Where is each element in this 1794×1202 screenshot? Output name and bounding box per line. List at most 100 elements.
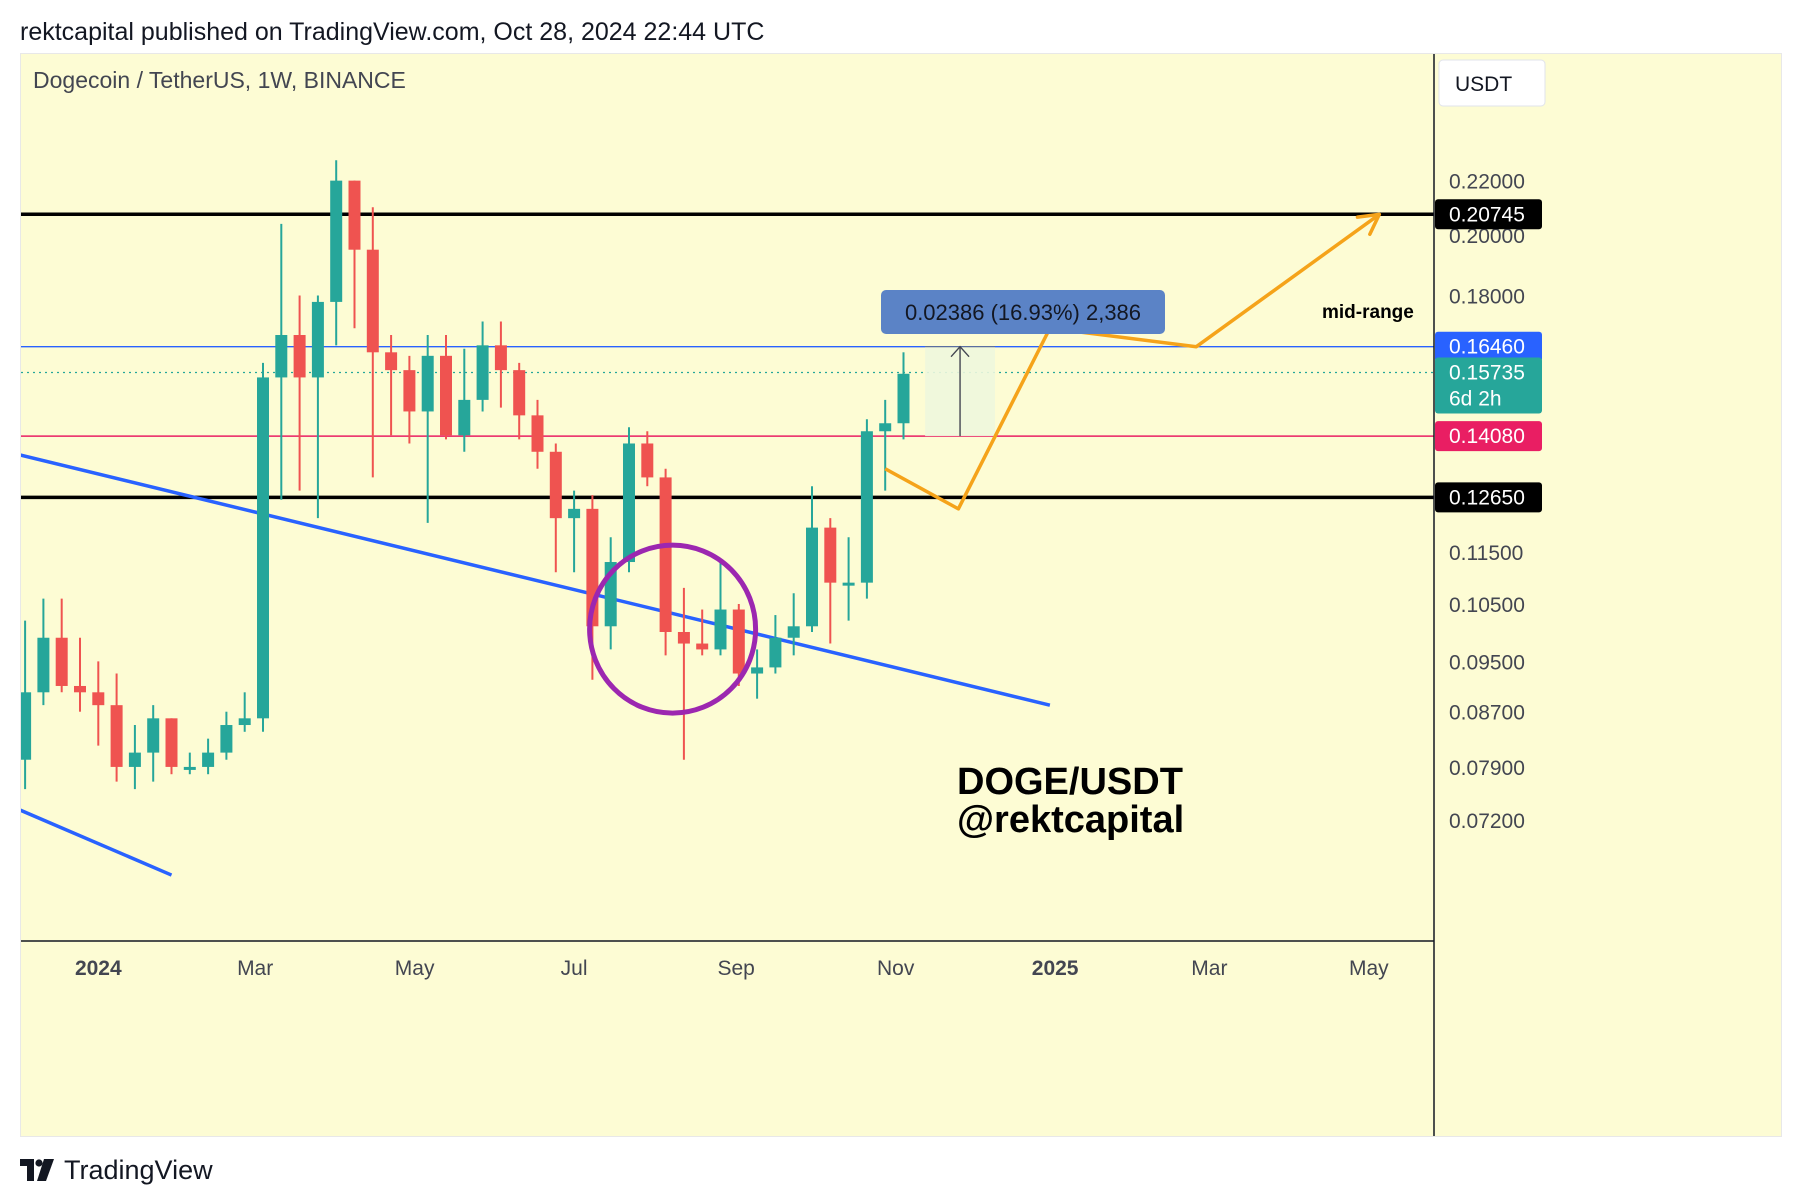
candle-body-up[interactable] bbox=[806, 527, 818, 627]
currency-button-label[interactable]: USDT bbox=[1455, 73, 1512, 96]
candle-body-up[interactable] bbox=[623, 443, 635, 563]
candle-body-down[interactable] bbox=[74, 685, 86, 693]
level-label-mid-range-0.16460: 0.16460 bbox=[1449, 336, 1525, 359]
publish-header: rektcapital published on TradingView.com… bbox=[20, 18, 765, 46]
candle-body-up[interactable] bbox=[714, 609, 727, 650]
candle-body-down[interactable] bbox=[677, 631, 690, 644]
candle-body-up[interactable] bbox=[897, 373, 910, 424]
candle-body-down[interactable] bbox=[366, 249, 379, 353]
highlight-circle-ring bbox=[587, 542, 759, 716]
watermark: DOGE/USDT @rektcapital bbox=[957, 761, 1184, 841]
candle-body-down[interactable] bbox=[293, 335, 306, 378]
price-axis[interactable]: 0.22000 0.20000 0.18000 0.11500 0.10500 0.095… bbox=[1433, 54, 1546, 1137]
level-label-support-0.14080: 0.14080 bbox=[1449, 425, 1525, 448]
candle-body-down[interactable] bbox=[513, 370, 526, 416]
candle-body-down[interactable] bbox=[403, 370, 416, 412]
candle-body-up[interactable] bbox=[257, 377, 269, 719]
trendline-upper bbox=[21, 453, 1051, 707]
price-tick-label: 0.22000 bbox=[1449, 171, 1525, 194]
candle-body-down[interactable] bbox=[165, 718, 178, 767]
watermark-line-1: DOGE/USDT bbox=[957, 761, 1183, 803]
candle-body-up[interactable] bbox=[476, 345, 489, 400]
candle-body-up[interactable] bbox=[238, 718, 251, 726]
level-label-bg-current-price-0.15735 bbox=[1435, 357, 1542, 414]
candle-body-up[interactable] bbox=[202, 752, 215, 767]
level-label-bg-support-0.14080 bbox=[1435, 421, 1542, 452]
price-tick-label: 0.08700 bbox=[1449, 702, 1525, 725]
highlight-circle bbox=[587, 542, 759, 716]
candles[interactable] bbox=[21, 160, 910, 790]
candle-body-up[interactable] bbox=[147, 718, 160, 753]
candle-body-up[interactable] bbox=[769, 637, 782, 668]
candle-body-up[interactable] bbox=[330, 180, 343, 302]
price-tick-label: 0.11500 bbox=[1449, 542, 1523, 565]
time-tick-label: May bbox=[1349, 957, 1389, 980]
measure-tooltip-bg bbox=[881, 290, 1165, 334]
price-tick-label: 0.09500 bbox=[1449, 651, 1525, 674]
candle-body-up[interactable] bbox=[842, 582, 855, 586]
candle-body-down[interactable] bbox=[549, 451, 562, 519]
candle-body-down[interactable] bbox=[531, 415, 544, 452]
currency-button-bg[interactable] bbox=[1438, 59, 1546, 107]
time-tick-label: Mar bbox=[1191, 957, 1227, 980]
price-tick-label: 0.20000 bbox=[1449, 225, 1525, 248]
candle-body-up[interactable] bbox=[311, 301, 324, 378]
mid-range-label: mid-range bbox=[1322, 302, 1414, 323]
time-tick-label: 2024 bbox=[75, 957, 122, 980]
candle-body-up[interactable] bbox=[275, 335, 288, 378]
price-axis-ticks: 0.22000 0.20000 0.18000 0.11500 0.10500 0.095… bbox=[1449, 171, 1525, 833]
level-label-resistance-0.20745: 0.20745 bbox=[1449, 203, 1525, 226]
level-label-current-price-0.15735: 0.15735 bbox=[1449, 361, 1525, 384]
candle-body-down[interactable] bbox=[732, 609, 745, 674]
candle-body-down[interactable] bbox=[110, 705, 123, 767]
measure-tooltip-text: 0.02386 (16.93%) 2,386 bbox=[905, 300, 1141, 325]
candle-body-up[interactable] bbox=[128, 752, 141, 767]
candle-body-up[interactable] bbox=[751, 667, 764, 674]
level-label-bg-support-0.12650 bbox=[1435, 482, 1542, 513]
time-tick-label: 2025 bbox=[1032, 957, 1079, 980]
candle-body-down[interactable] bbox=[696, 643, 709, 650]
level-label-support-0.12650: 0.12650 bbox=[1449, 486, 1525, 509]
chart-frame: Dogecoin / TetherUS, 1W, BINANCE DOGE/US… bbox=[20, 53, 1782, 1137]
chart-title: Dogecoin / TetherUS, 1W, BINANCE bbox=[33, 67, 406, 93]
candle-body-down[interactable] bbox=[55, 637, 68, 686]
candle-body-up[interactable] bbox=[568, 508, 581, 519]
time-tick-label: Sep bbox=[717, 957, 754, 980]
candle-body-up[interactable] bbox=[183, 766, 196, 770]
candle-body-down[interactable] bbox=[440, 355, 452, 436]
currency-button[interactable]: USDT bbox=[1438, 59, 1546, 107]
price-tick-label: 0.07900 bbox=[1449, 757, 1525, 780]
candle-body-down[interactable] bbox=[824, 527, 837, 583]
candle-body-down[interactable] bbox=[659, 477, 672, 632]
time-tick-label: Mar bbox=[237, 957, 273, 980]
trendline-lower bbox=[21, 808, 173, 877]
candle-body-up[interactable] bbox=[860, 431, 873, 583]
candle-body-up[interactable] bbox=[879, 423, 892, 432]
price-chart[interactable]: Dogecoin / TetherUS, 1W, BINANCE DOGE/US… bbox=[21, 54, 1782, 1137]
measure-arrow-head bbox=[950, 345, 970, 358]
candle-body-up[interactable] bbox=[37, 637, 50, 693]
time-tick-label: Nov bbox=[877, 957, 915, 980]
measure-tool bbox=[925, 345, 995, 437]
candle-body-up[interactable] bbox=[220, 725, 233, 753]
footer: TradingView bbox=[20, 1150, 213, 1190]
level-label-bg-resistance-0.20745 bbox=[1435, 199, 1542, 230]
time-tick-label: May bbox=[395, 957, 435, 980]
candle-body-down[interactable] bbox=[92, 692, 105, 706]
candle-body-up[interactable] bbox=[458, 399, 471, 436]
candle-body-up[interactable] bbox=[421, 355, 434, 412]
candle-body-down[interactable] bbox=[641, 443, 654, 478]
time-axis[interactable]: 2024 Mar May Jul Sep Nov 2025 Mar May bbox=[21, 940, 1434, 980]
price-tick-label: 0.10500 bbox=[1449, 594, 1525, 617]
candle-body-down[interactable] bbox=[494, 345, 507, 371]
candle-body-down[interactable] bbox=[385, 352, 398, 371]
watermark-line-2: @rektcapital bbox=[957, 799, 1184, 841]
level-sublabel-current-price-0.15735: 6d 2h bbox=[1449, 387, 1502, 410]
candle-body-up[interactable] bbox=[21, 692, 32, 760]
footer-brand: TradingView bbox=[64, 1154, 213, 1185]
candle-body-down[interactable] bbox=[348, 180, 361, 250]
horizontal-levels bbox=[21, 212, 1434, 500]
candle-body-up[interactable] bbox=[787, 626, 800, 638]
tradingview-logo-icon bbox=[20, 1159, 54, 1181]
